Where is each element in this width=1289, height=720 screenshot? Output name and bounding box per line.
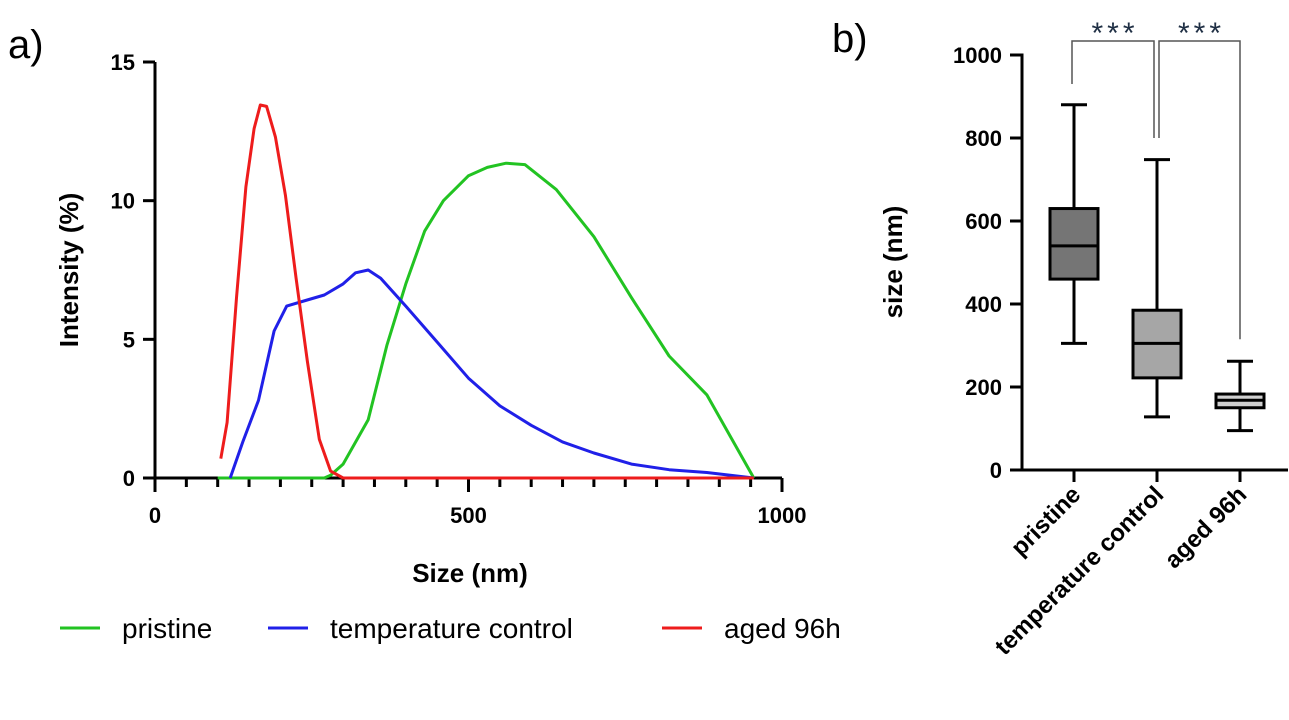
y-tick-label-b: 1000	[953, 43, 1002, 68]
panel-a-label: a)	[8, 23, 44, 67]
plot-area: 0 500 1000 0 5 10 15	[111, 50, 807, 528]
legend: pristine temperature control aged 96h	[60, 613, 841, 644]
category-label-pristine: pristine	[1006, 481, 1086, 561]
legend-label-pristine: pristine	[122, 613, 212, 644]
series-line-temperature-control	[228, 268, 754, 480]
plot-area-b: 0 200 400 600 800 1000 *** *** pristinetemperatu…	[953, 17, 1288, 661]
intensity-distribution-chart: a) Intensity (%) Size (nm) 0 500 1000 0 5 10 1…	[8, 23, 841, 644]
x-tick-label: 0	[149, 503, 161, 528]
y-tick-label: 15	[111, 50, 135, 75]
panel-b-label: b)	[832, 17, 868, 61]
category-label-aged-96h: aged 96h	[1160, 481, 1253, 574]
x-tick-label: 1000	[758, 503, 807, 528]
y-tick-label: 5	[123, 327, 135, 352]
y-tick-label: 10	[111, 189, 135, 214]
y-tick-label-b: 600	[965, 209, 1002, 234]
x-axis-title: Size (nm)	[412, 558, 528, 588]
series-line-pristine	[217, 161, 756, 480]
box-pristine	[1048, 207, 1100, 281]
y-tick-label-b: 200	[965, 375, 1002, 400]
y-tick-label-b: 400	[965, 292, 1002, 317]
legend-label-aged-96h: aged 96h	[724, 613, 841, 644]
significance-label: ***	[1091, 17, 1138, 50]
significance-label: ***	[1178, 17, 1225, 50]
size-boxplot-chart: b) size (nm) 0 200 400 600 800 1000 *** *** pris…	[832, 17, 1288, 661]
y-tick-label-b: 800	[965, 126, 1002, 151]
significance-bracket	[1158, 40, 1241, 340]
y-axis-title: Intensity (%)	[54, 193, 84, 348]
significance-bracket	[1071, 40, 1155, 138]
y-tick-label: 0	[123, 466, 135, 491]
x-tick-label: 500	[450, 503, 487, 528]
legend-label-temperature-control: temperature control	[330, 613, 573, 644]
category-label-temperature-control: temperature control	[990, 481, 1169, 660]
y-tick-label-b: 0	[990, 458, 1002, 483]
y-axis-title-b: size (nm)	[878, 206, 908, 319]
series-line-aged-96h	[219, 103, 754, 480]
